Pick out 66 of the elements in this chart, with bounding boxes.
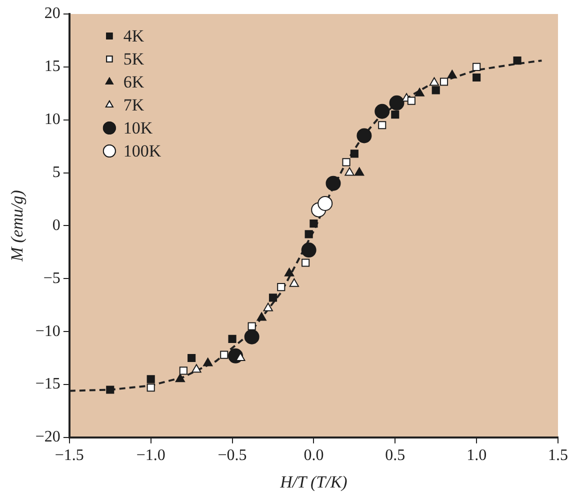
point <box>310 220 318 228</box>
x-tick-label: 0.5 <box>385 447 406 464</box>
x-tick-label: 0.0 <box>304 447 324 464</box>
point <box>354 167 364 176</box>
point <box>192 364 202 373</box>
point <box>203 358 213 366</box>
y-tick-label: 10 <box>44 111 60 128</box>
point <box>407 96 416 105</box>
legend-label: 6K <box>123 72 145 92</box>
point <box>429 77 440 86</box>
x-tick-label: −1.0 <box>136 447 166 464</box>
point <box>146 375 155 384</box>
point <box>302 258 310 267</box>
point <box>268 294 278 302</box>
point <box>284 268 294 276</box>
point <box>146 384 155 392</box>
legend-label: 10K <box>123 118 154 138</box>
point <box>344 167 354 176</box>
point <box>318 196 333 211</box>
point <box>342 158 350 166</box>
point <box>175 374 185 382</box>
point <box>256 312 266 321</box>
x-tick-label: −0.5 <box>218 447 247 464</box>
point <box>440 78 448 86</box>
point <box>374 104 390 119</box>
legend-label: 7K <box>123 95 145 114</box>
x-tick-label: 1.0 <box>466 447 487 464</box>
y-tick-label: 0 <box>52 216 60 234</box>
x-tick-label: −1.5 <box>54 447 84 464</box>
point <box>472 62 481 71</box>
x-tick-label: 1.5 <box>548 447 568 464</box>
point <box>106 386 114 394</box>
y-tick-label: −5 <box>43 270 60 287</box>
point <box>326 176 341 191</box>
point <box>179 366 188 375</box>
point <box>304 230 313 238</box>
point <box>228 334 236 343</box>
point <box>350 150 358 158</box>
point <box>414 88 424 96</box>
point <box>220 350 228 359</box>
y-tick-label: 20 <box>44 5 60 22</box>
legend-label: 4K <box>123 26 145 46</box>
point <box>391 110 400 119</box>
point <box>244 329 260 344</box>
point <box>277 283 286 292</box>
y-axis-title: M (emu/g) <box>8 190 27 262</box>
point <box>389 95 404 110</box>
point <box>248 322 256 330</box>
point <box>513 56 522 65</box>
y-tick-label: 5 <box>52 164 60 181</box>
point <box>301 242 316 258</box>
y-tick-label: −10 <box>35 322 60 340</box>
y-tick-label: 15 <box>44 58 60 76</box>
point <box>188 354 196 362</box>
point <box>263 302 273 312</box>
point <box>289 278 299 287</box>
x-axis-title: H/T (T/K) <box>279 472 348 492</box>
y-tick-label: −20 <box>35 428 60 446</box>
point <box>356 128 372 144</box>
point <box>447 70 457 78</box>
legend-label: 5K <box>123 49 145 68</box>
point <box>432 86 440 94</box>
legend-label: 100K <box>123 141 162 160</box>
point <box>378 121 386 130</box>
y-tick-label: −15 <box>35 376 60 393</box>
point <box>472 73 481 82</box>
